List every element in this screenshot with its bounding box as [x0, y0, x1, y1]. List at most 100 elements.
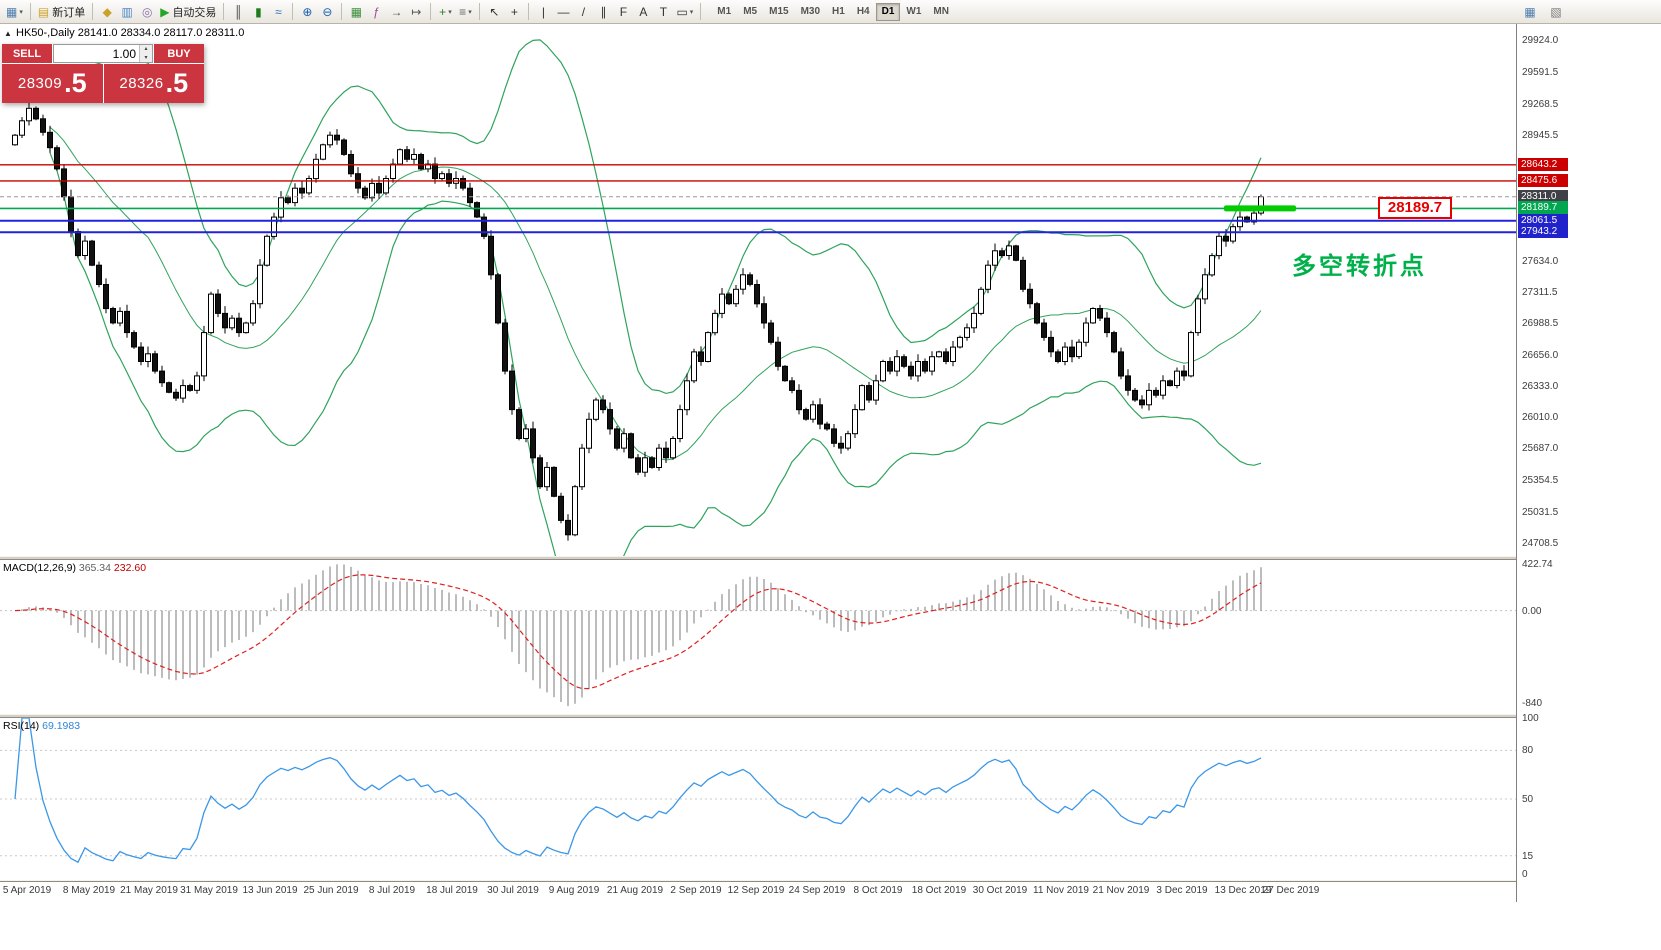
price-tick-label: 25354.5 [1522, 475, 1559, 486]
toolbar: ▦ ▾ ▤ 新订单 ◆ ▥ ◎ ▶ 自动交易 ║ ▮ ≈ ⊕ ⊖ ▦ ƒ → ↦ + ▾ ≡ ▾ ↖ + | — / ∥ F A T ▭ ▾ M… [0, 0, 1661, 24]
toolbar-group: ↖ + [484, 2, 524, 22]
market-watch-icon: ▥ [121, 4, 133, 19]
rsi-scale-label: 0 [1522, 869, 1528, 880]
time-axis[interactable]: 5 Apr 2019 8 May 2019 21 May 2019 31 May 20… [0, 882, 1516, 902]
new-chart-icon: + [439, 4, 447, 19]
timeframe-m1-button[interactable]: M1 [717, 6, 732, 17]
price-tick-label: 25031.5 [1522, 507, 1559, 518]
vertical-line-icon: | [541, 4, 545, 19]
price-tick-label: 29268.5 [1522, 99, 1559, 110]
price-flag-27943.2: 27943.2 [1518, 225, 1568, 238]
profiles-icon-dropdown-icon[interactable]: ▾ [468, 8, 472, 16]
trendline-icon[interactable]: / [573, 2, 593, 22]
new-chart-icon-dropdown-icon[interactable]: ▾ [448, 8, 452, 16]
timeframe-h4-button[interactable]: H4 [856, 6, 870, 17]
macd-scale-label: 0.00 [1522, 606, 1542, 617]
tile-windows-icon[interactable]: ▦ [346, 2, 366, 22]
trendline-icon: / [581, 4, 586, 19]
metaeditor-icon[interactable]: ◆ [97, 2, 117, 22]
toolbar-groups: ▦ ▾ ▤ 新订单 ◆ ▥ ◎ ▶ 自动交易 ║ ▮ ≈ ⊕ ⊖ ▦ ƒ → ↦ + ▾ ≡ ▾ ↖ + | — / ∥ F A T ▭ ▾ [3, 2, 696, 22]
rsi-scale-label: 15 [1522, 851, 1534, 862]
rsi-pane[interactable] [0, 717, 1516, 880]
candlestick-chart-icon: ▮ [255, 4, 262, 19]
profiles-icon[interactable]: ≡ ▾ [455, 2, 475, 22]
volume-input[interactable] [54, 45, 139, 62]
volume-spinner: ▴ ▾ [139, 45, 152, 62]
charts-menu-icon[interactable]: ▦ ▾ [3, 2, 26, 22]
new-order-button[interactable]: ▤ 新订单 [35, 2, 88, 22]
date-label: 8 Oct 2019 [853, 885, 903, 896]
crosshair-icon[interactable]: + [504, 2, 524, 22]
timeframe-m15-button[interactable]: M15 [769, 6, 789, 17]
window-list-icon[interactable]: ▧ [1546, 2, 1566, 22]
rsi-name: RSI(14) [3, 720, 40, 732]
indicators-icon[interactable]: ƒ [366, 2, 386, 22]
timeframe-w1-button[interactable]: W1 [906, 6, 922, 17]
new-order-button-label: 新订单 [52, 6, 86, 19]
macd-pane[interactable] [0, 560, 1516, 714]
pane-separator [0, 880, 1661, 882]
metaeditor-icon: ◆ [102, 4, 112, 19]
fibonacci-icon[interactable]: F [613, 2, 633, 22]
zoom-out-icon[interactable]: ⊖ [317, 2, 337, 22]
buy-price-main: 28326 [119, 75, 164, 92]
one-click-panel-collapse-icon[interactable]: ▲ [4, 29, 12, 38]
arrange-windows-icon[interactable]: ▦ [1520, 2, 1540, 22]
price-annotation-label[interactable]: 28189.7 [1378, 197, 1452, 219]
volume-down-icon[interactable]: ▾ [140, 53, 152, 62]
autotrading-button[interactable]: ▶ 自动交易 [157, 2, 219, 22]
charts-menu-icon: ▦ [6, 4, 18, 19]
timeframe-h1-button[interactable]: H1 [832, 6, 845, 17]
price-tick-label: 26333.0 [1522, 381, 1559, 392]
chart-shift-icon[interactable]: ↦ [406, 2, 426, 22]
market-watch-icon[interactable]: ▥ [117, 2, 137, 22]
zoom-in-icon: ⊕ [302, 4, 313, 19]
shapes-icon-dropdown-icon[interactable]: ▾ [689, 8, 694, 16]
auto-scroll-icon[interactable]: → [386, 2, 406, 22]
cursor-icon[interactable]: ↖ [484, 2, 504, 22]
toolbar-group: | — / ∥ F A T ▭ ▾ [533, 2, 696, 22]
label-icon: T [659, 4, 668, 19]
pane-separator[interactable] [0, 556, 1661, 560]
timeframe-d1-button[interactable]: D1 [875, 2, 901, 21]
bar-chart-icon[interactable]: ║ [228, 2, 248, 22]
price-tick-label: 27311.5 [1522, 287, 1558, 298]
text-icon[interactable]: A [633, 2, 653, 22]
zoom-in-icon[interactable]: ⊕ [297, 2, 317, 22]
price-axis[interactable]: 29924.0 29591.5 29268.5 28945.5 27634.0 27311… [1516, 24, 1661, 902]
price-chart-area[interactable] [0, 24, 1516, 618]
price-flag-28311.0: 28311.0 [1518, 190, 1568, 203]
shapes-icon[interactable]: ▭ ▾ [673, 2, 696, 22]
date-label: 9 Aug 2019 [548, 885, 600, 896]
volume-up-icon[interactable]: ▴ [140, 45, 152, 54]
price-tick-label: 27634.0 [1522, 256, 1559, 267]
horizontal-line-icon[interactable]: — [553, 2, 573, 22]
timeframe-mn-button[interactable]: MN [933, 6, 949, 17]
sell-price-main: 28309 [17, 75, 63, 92]
macd-signal-value: 232.60 [113, 562, 147, 574]
toolbar-right-icons: ▦ ▧ [1520, 2, 1566, 22]
rsi-scale-label: 50 [1522, 794, 1534, 805]
toolbar-separator [479, 3, 481, 20]
rsi-scale-label: 80 [1522, 745, 1534, 756]
rsi-indicator-label: RSI(14) 69.1983 [3, 720, 80, 732]
turning-point-annotation[interactable]: 多空转折点 [1292, 253, 1427, 280]
label-icon[interactable]: T [653, 2, 673, 22]
price-tick-label: 29591.5 [1522, 67, 1559, 78]
pane-separator[interactable] [0, 714, 1661, 718]
sell-price-big: .5 [64, 68, 87, 99]
buy-price-button[interactable]: 28326.5 [103, 64, 204, 103]
channel-icon[interactable]: ∥ [593, 2, 613, 22]
macd-indicator-label: MACD(12,26,9) 365.34 232.60 [3, 562, 146, 574]
sell-price-button[interactable]: 28309.5 [2, 64, 103, 103]
navigator-icon[interactable]: ◎ [137, 2, 157, 22]
vertical-line-icon[interactable]: | [533, 2, 553, 22]
buy-header: BUY [154, 44, 204, 63]
line-chart-icon[interactable]: ≈ [268, 2, 288, 22]
timeframe-m30-button[interactable]: M30 [800, 6, 821, 17]
highlight-segment[interactable] [1224, 205, 1296, 212]
charts-menu-icon-dropdown-icon[interactable]: ▾ [19, 8, 23, 16]
timeframe-m5-button[interactable]: M5 [743, 6, 758, 17]
new-chart-icon[interactable]: + ▾ [435, 2, 455, 22]
candlestick-chart-icon[interactable]: ▮ [248, 2, 268, 22]
